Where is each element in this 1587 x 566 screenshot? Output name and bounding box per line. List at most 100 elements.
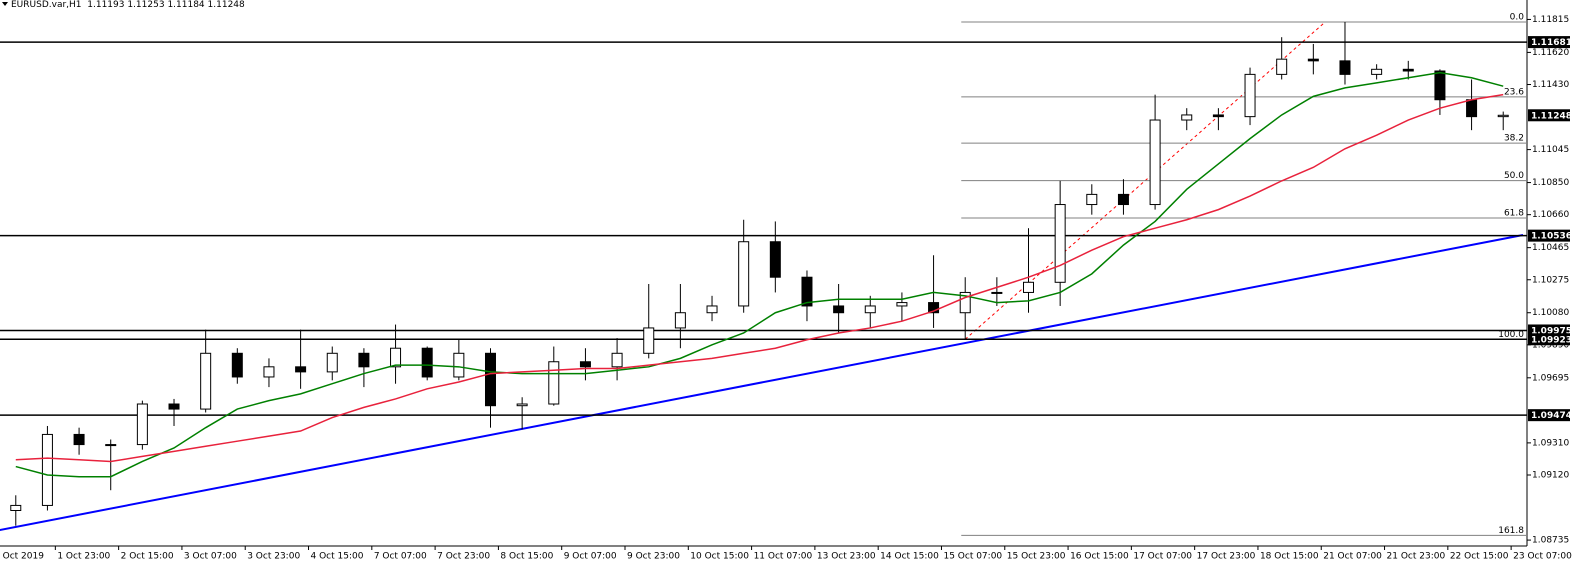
x-tick-label: 8 Oct 15:00 <box>500 552 553 562</box>
candle-body <box>1497 114 1509 118</box>
header-high: 1.11253 <box>127 0 164 10</box>
x-tick-label: 21 Oct 23:00 <box>1387 552 1446 562</box>
header-open: 1.11193 <box>87 0 124 10</box>
y-tick-label: 1.10275 <box>1532 275 1569 285</box>
x-tick-label: 21 Oct 07:00 <box>1323 552 1382 562</box>
price-box <box>1528 333 1570 346</box>
moving-average <box>15 93 1504 463</box>
price-box <box>1528 109 1570 122</box>
x-tick-label: 2 Oct 15:00 <box>121 552 174 562</box>
candle-body <box>200 352 212 410</box>
y-tick-label: 1.11620 <box>1532 48 1569 58</box>
candle-body <box>1212 114 1224 118</box>
candle-body <box>484 352 496 407</box>
chart-header: EURUSD.var,H1 1.11193 1.11253 1.11184 1.… <box>11 0 245 10</box>
price-box-label: 1.11681 <box>1531 38 1572 48</box>
fib-label: 161.8 <box>1498 526 1524 536</box>
price-box-label: 1.09474 <box>1531 411 1572 421</box>
x-tick-label: 11 Oct 07:00 <box>754 552 813 562</box>
x-tick-label: 18 Oct 15:00 <box>1260 552 1319 562</box>
y-tick-label: 1.10660 <box>1532 210 1569 220</box>
candle-body <box>453 352 465 378</box>
price-box <box>1528 409 1570 422</box>
x-tick-label: 17 Oct 23:00 <box>1197 552 1256 562</box>
price-box <box>1528 36 1570 49</box>
y-tick-label: 1.10465 <box>1532 243 1569 253</box>
header-arrow <box>2 2 8 6</box>
x-tick-label: 16 Oct 15:00 <box>1070 552 1129 562</box>
candle-body <box>579 361 591 368</box>
candle-body <box>1181 114 1193 121</box>
moving-average <box>15 71 1504 478</box>
x-tick-label: 3 Oct 23:00 <box>247 552 300 562</box>
candle-body <box>991 291 1003 294</box>
candle-body <box>928 302 940 314</box>
fib-label: 0.0 <box>1510 12 1525 22</box>
candle-body <box>1339 60 1351 75</box>
fib-label: 100.0 <box>1498 330 1524 340</box>
candle-body <box>358 352 370 368</box>
y-tick-label: 1.10080 <box>1532 308 1569 318</box>
x-tick-label: 13 Oct 23:00 <box>817 552 876 562</box>
candle-body <box>1086 193 1098 206</box>
y-tick-label: 1.11815 <box>1532 15 1569 25</box>
candle-body <box>73 433 85 446</box>
x-tick-label: 23 Oct 07:00 <box>1513 552 1572 562</box>
x-tick-label: 10 Oct 15:00 <box>690 552 749 562</box>
x-tick-label: 7 Oct 07:00 <box>374 552 427 562</box>
candle-body <box>1023 281 1035 293</box>
candle-body <box>864 305 876 314</box>
candle-body <box>390 347 402 368</box>
candle-body <box>231 352 243 378</box>
x-tick-label: 9 Oct 07:00 <box>564 552 617 562</box>
candle-body <box>1054 204 1066 283</box>
candle-body <box>516 403 528 407</box>
candle-body <box>1117 193 1129 206</box>
candle-body <box>548 361 560 405</box>
y-tick-label: 1.09310 <box>1532 438 1569 448</box>
candle-body <box>295 366 307 373</box>
price-box-label: 1.11248 <box>1531 111 1572 121</box>
y-tick-label: 1.11045 <box>1532 145 1569 155</box>
header-close: 1.11248 <box>208 0 245 10</box>
x-tick-label: 17 Oct 07:00 <box>1133 552 1192 562</box>
x-tick-label: 4 Oct 15:00 <box>311 552 364 562</box>
candle-body <box>1149 119 1161 206</box>
y-tick-label: 1.09890 <box>1532 340 1569 350</box>
candle-body <box>1402 68 1414 72</box>
candle-body <box>1371 68 1383 75</box>
candle-body <box>41 433 53 506</box>
candle-body <box>738 241 750 307</box>
x-tick-label: 22 Oct 15:00 <box>1450 552 1509 562</box>
candle-body <box>706 305 718 314</box>
candle-body <box>833 305 845 314</box>
price-box-label: 1.10536 <box>1531 232 1572 242</box>
candle-body <box>421 347 433 378</box>
symbol: EURUSD.var,H1 <box>11 0 82 10</box>
candle-body <box>10 504 22 512</box>
fib-label: 50.0 <box>1504 171 1524 181</box>
candle-body <box>263 366 275 378</box>
x-tick-label: 7 Oct 23:00 <box>437 552 490 562</box>
x-tick-label: 14 Oct 15:00 <box>880 552 939 562</box>
fib-label: 61.8 <box>1504 209 1524 219</box>
candle-body <box>326 352 338 373</box>
y-tick-label: 1.10850 <box>1532 178 1569 188</box>
x-tick-label: 15 Oct 07:00 <box>943 552 1002 562</box>
candle-body <box>1466 99 1478 118</box>
fib-label: 38.2 <box>1504 134 1524 144</box>
candle-body <box>136 403 148 446</box>
candle-body <box>168 403 180 410</box>
x-tick-label: 9 Oct 23:00 <box>627 552 680 562</box>
candle-body <box>674 312 686 329</box>
price-box-label: 1.09923 <box>1531 335 1572 345</box>
candle-body <box>769 241 781 278</box>
candle-body <box>611 352 623 368</box>
candle-body <box>896 302 908 307</box>
trendline <box>0 233 1524 532</box>
candle-body <box>1276 58 1288 75</box>
price-box <box>1528 229 1570 242</box>
